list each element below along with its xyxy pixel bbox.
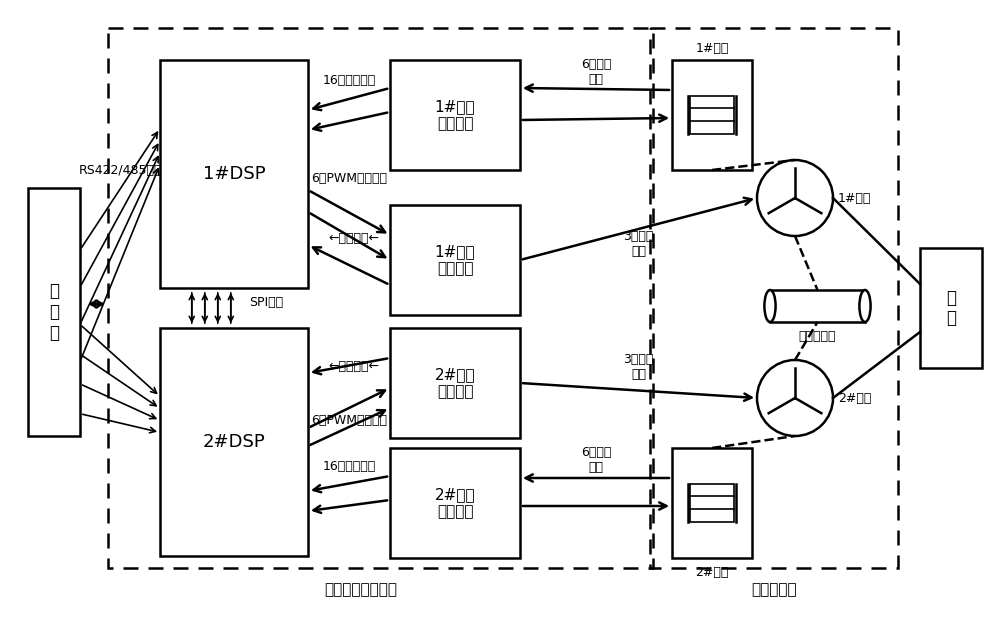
Bar [390, 60, 520, 170]
Text: 1#旋变: 1#旋变 [695, 42, 729, 55]
Bar [390, 205, 520, 315]
Ellipse shape [764, 290, 776, 322]
Text: 负
载: 负 载 [946, 288, 956, 327]
Text: 2#旋变: 2#旋变 [695, 565, 729, 578]
Text: 转子输出轴: 转子输出轴 [799, 329, 836, 342]
Bar [390, 328, 520, 438]
Text: 2#绕组: 2#绕组 [838, 391, 871, 404]
Ellipse shape [859, 290, 871, 322]
Bar [770, 290, 865, 322]
Text: 16路解算信号: 16路解算信号 [322, 74, 376, 87]
Bar [390, 448, 520, 558]
Bar [108, 28, 653, 568]
Text: 1#绕组: 1#绕组 [838, 192, 871, 205]
Text: 2#电机
旋变解算: 2#电机 旋变解算 [435, 487, 475, 519]
Text: 6路旋变
信号: 6路旋变 信号 [581, 446, 611, 474]
Text: 2#DSP: 2#DSP [203, 433, 265, 451]
Bar [160, 60, 308, 288]
Bar [920, 248, 982, 368]
Text: 1#电机
功率逆变: 1#电机 功率逆变 [435, 244, 475, 276]
Bar [690, 108, 734, 122]
Bar [690, 484, 734, 497]
Bar [690, 497, 734, 510]
Text: 16路解算信号: 16路解算信号 [322, 459, 376, 472]
Text: 1#电机
旋变解算: 1#电机 旋变解算 [435, 99, 475, 131]
Bar [672, 60, 752, 170]
Text: 双余度驱动控制器: 双余度驱动控制器 [324, 583, 397, 598]
Text: RS422/485通信: RS422/485通信 [78, 164, 162, 177]
Bar [690, 120, 734, 134]
Bar [690, 96, 734, 110]
Text: 双余度电机: 双余度电机 [751, 583, 797, 598]
Text: 3路绕组
驱动: 3路绕组 驱动 [623, 353, 654, 381]
Text: 6路PWM控制信号: 6路PWM控制信号 [311, 414, 387, 427]
Bar [672, 448, 752, 558]
Bar [28, 188, 80, 436]
Bar [690, 508, 734, 521]
Bar [650, 28, 898, 568]
Text: 3路绕组
驱动: 3路绕组 驱动 [623, 230, 654, 258]
Bar [160, 328, 308, 556]
Text: 6路PWM控制信号: 6路PWM控制信号 [311, 172, 387, 185]
Text: 2#电机
功率逆变: 2#电机 功率逆变 [435, 367, 475, 399]
Text: 1#DSP: 1#DSP [203, 165, 265, 183]
Text: ←状态反馈←: ←状态反馈← [328, 360, 380, 373]
Text: 6路旋变
信号: 6路旋变 信号 [581, 58, 611, 86]
Text: 上
位
机: 上 位 机 [49, 282, 59, 342]
Text: SPI通信: SPI通信 [249, 296, 283, 309]
Text: ←状态反馈←: ←状态反馈← [328, 231, 380, 244]
